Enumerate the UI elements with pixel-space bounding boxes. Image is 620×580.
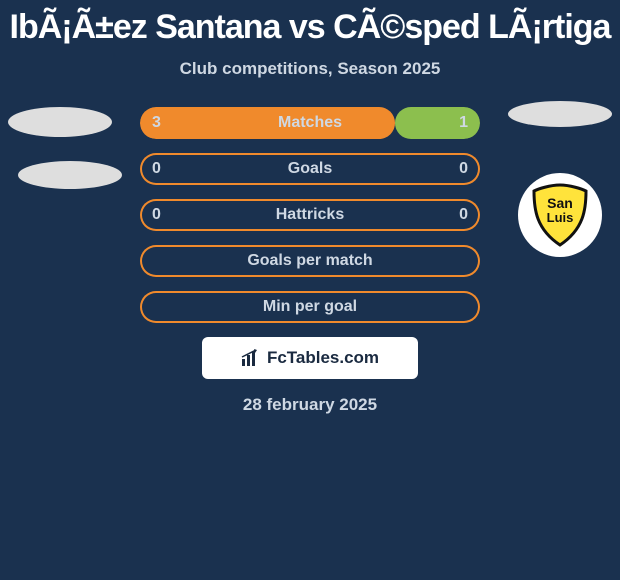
stat-row: Hattricks00: [140, 199, 480, 231]
stat-value-right: 0: [428, 199, 468, 231]
page-title: IbÃ¡Ã±ez Santana vs CÃ©sped LÃ¡rtiga: [0, 8, 620, 47]
badge-text-line2: Luis: [530, 210, 590, 225]
shield-icon: San Luis: [530, 183, 590, 247]
stat-value-left: 3: [152, 107, 192, 139]
source-text: FcTables.com: [267, 348, 379, 368]
stat-value-right: 1: [428, 107, 468, 139]
stat-row: Goals00: [140, 153, 480, 185]
footer-date: 28 february 2025: [0, 395, 620, 415]
player-left-avatar-1: [8, 107, 112, 137]
player-left-avatar-2: [18, 161, 122, 189]
stat-label: Goals per match: [140, 245, 480, 277]
stat-rows: Matches31Goals00Hattricks00Goals per mat…: [140, 107, 480, 323]
stat-row: Matches31: [140, 107, 480, 139]
page-subtitle: Club competitions, Season 2025: [0, 59, 620, 79]
stat-value-left: 0: [152, 153, 192, 185]
player-right-avatar: [508, 101, 612, 127]
stats-stage: San Luis Matches31Goals00Hattricks00Goal…: [0, 107, 620, 323]
bars-icon: [241, 349, 263, 367]
stat-value-left: 0: [152, 199, 192, 231]
comparison-card: IbÃ¡Ã±ez Santana vs CÃ©sped LÃ¡rtiga Clu…: [0, 0, 620, 415]
source-badge: FcTables.com: [202, 337, 418, 379]
badge-text-line1: San: [530, 195, 590, 211]
team-right-badge: San Luis: [518, 173, 602, 257]
stat-row: Min per goal: [140, 291, 480, 323]
stat-label: Min per goal: [140, 291, 480, 323]
stat-row: Goals per match: [140, 245, 480, 277]
stat-value-right: 0: [428, 153, 468, 185]
